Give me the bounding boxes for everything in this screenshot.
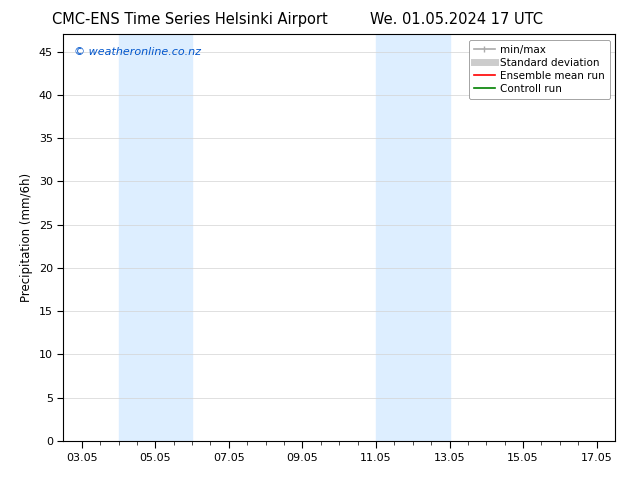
Y-axis label: Precipitation (mm/6h): Precipitation (mm/6h) bbox=[20, 173, 34, 302]
Text: CMC-ENS Time Series Helsinki Airport: CMC-ENS Time Series Helsinki Airport bbox=[53, 12, 328, 27]
Text: © weatheronline.co.nz: © weatheronline.co.nz bbox=[74, 47, 202, 56]
Bar bbox=[119, 34, 192, 441]
Text: We. 01.05.2024 17 UTC: We. 01.05.2024 17 UTC bbox=[370, 12, 543, 27]
Bar bbox=[376, 34, 450, 441]
Legend: min/max, Standard deviation, Ensemble mean run, Controll run: min/max, Standard deviation, Ensemble me… bbox=[469, 40, 610, 99]
